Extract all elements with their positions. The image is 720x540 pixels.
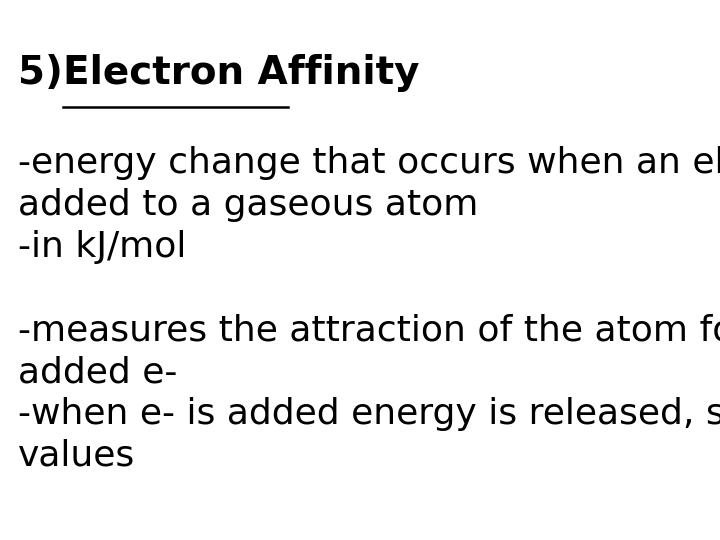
- Text: -measures the attraction of the atom for the
added e-: -measures the attraction of the atom for…: [17, 313, 720, 389]
- Text: -in kJ/mol: -in kJ/mol: [17, 230, 186, 264]
- Text: -when e- is added energy is released, so negative
values: -when e- is added energy is released, so…: [17, 397, 720, 473]
- Text: 5): 5): [17, 54, 89, 92]
- Text: -energy change that occurs when an electron is
added to a gaseous atom: -energy change that occurs when an elect…: [17, 146, 720, 222]
- Text: Electron Affinity: Electron Affinity: [63, 54, 420, 92]
